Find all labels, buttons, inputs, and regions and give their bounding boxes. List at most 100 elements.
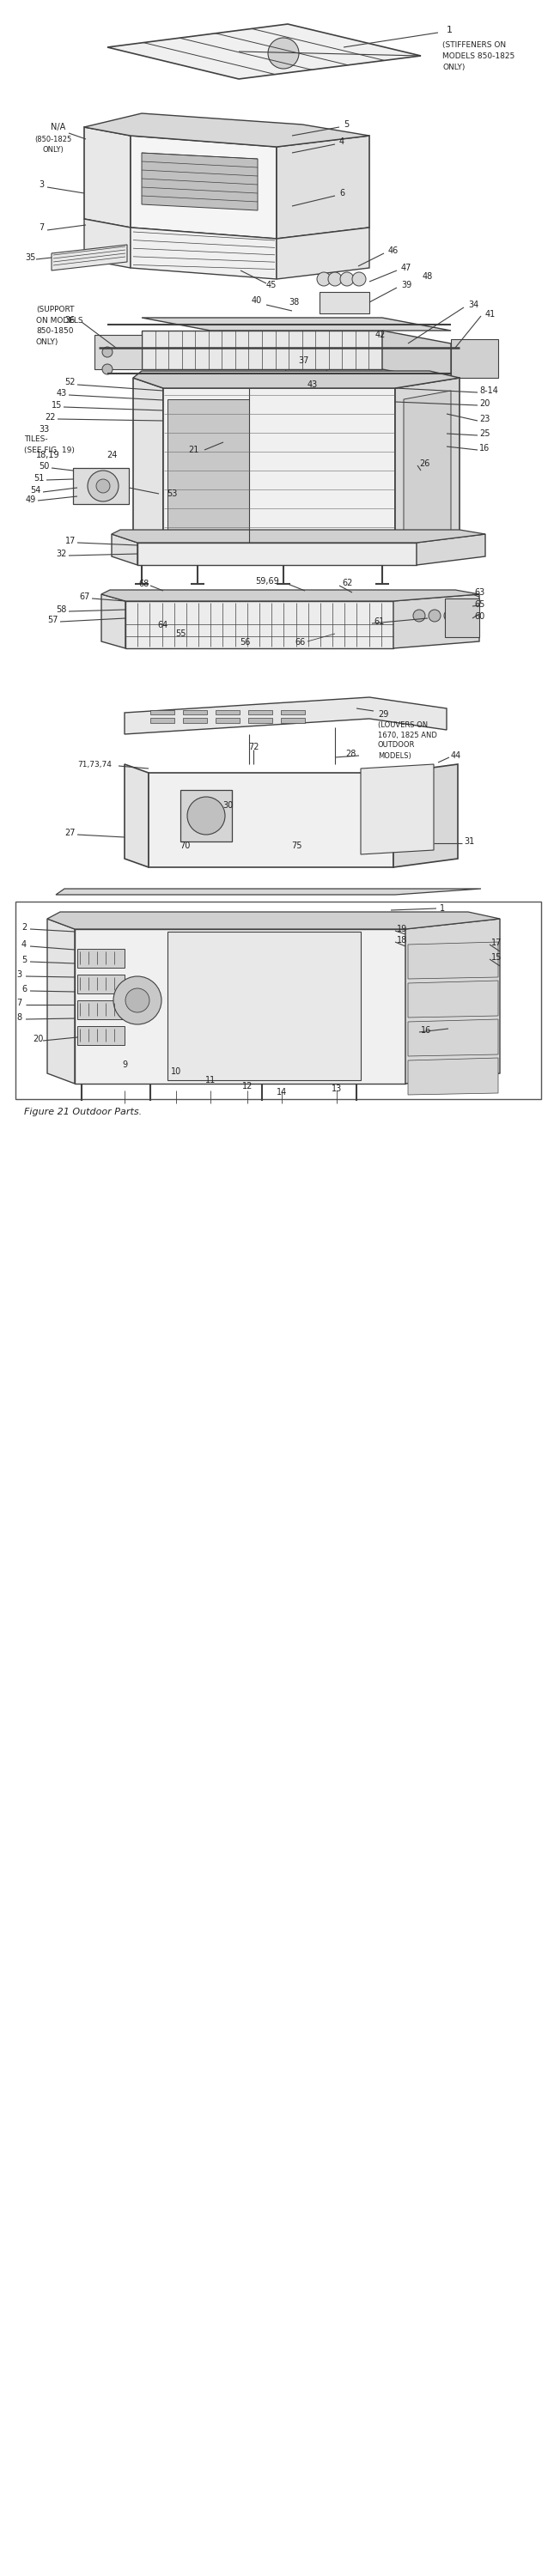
FancyBboxPatch shape [150,711,175,714]
Polygon shape [47,912,500,930]
Circle shape [102,363,112,374]
FancyBboxPatch shape [216,711,240,714]
Polygon shape [445,598,479,636]
Text: 21: 21 [188,446,198,453]
Text: 18,19: 18,19 [36,451,60,459]
Text: ONLY): ONLY) [442,64,465,72]
Polygon shape [133,379,163,544]
Polygon shape [84,113,370,147]
Text: 36: 36 [65,317,75,325]
Text: 20: 20 [479,399,490,407]
Text: 5: 5 [343,121,349,129]
Text: 12: 12 [242,1082,253,1090]
Text: 37: 37 [299,355,309,366]
Text: 3: 3 [16,971,22,979]
FancyBboxPatch shape [183,719,207,724]
Text: 24: 24 [106,451,117,459]
Polygon shape [408,1020,498,1056]
Circle shape [268,39,299,70]
Polygon shape [276,227,370,278]
FancyBboxPatch shape [281,711,305,714]
Text: 1: 1 [447,26,453,33]
Text: 1: 1 [440,904,445,912]
Text: 47: 47 [401,263,412,273]
Polygon shape [84,126,131,227]
Text: 6: 6 [339,188,345,198]
Text: 50: 50 [39,461,50,471]
FancyBboxPatch shape [150,719,175,724]
Text: 64: 64 [158,621,168,629]
Polygon shape [142,317,451,330]
Polygon shape [408,1059,498,1095]
Text: 49: 49 [25,495,36,505]
Text: 63: 63 [474,587,485,598]
Polygon shape [142,152,258,211]
Text: 13: 13 [331,1084,342,1092]
Text: MODELS): MODELS) [378,752,411,760]
Circle shape [187,796,225,835]
Text: 4: 4 [339,137,345,147]
Text: N/A: N/A [51,124,66,131]
Text: 45: 45 [266,281,277,289]
Polygon shape [163,389,395,544]
Polygon shape [408,943,498,979]
Text: 70: 70 [179,842,190,850]
Polygon shape [393,765,458,868]
Text: 60: 60 [474,613,485,621]
Text: 58: 58 [57,605,67,613]
Text: 11: 11 [205,1077,216,1084]
Polygon shape [142,330,382,368]
Text: 35: 35 [25,252,35,263]
FancyBboxPatch shape [320,291,370,314]
Text: 19: 19 [397,925,407,933]
Text: 2: 2 [22,922,27,933]
Polygon shape [78,999,125,1020]
Text: 48: 48 [423,273,433,281]
Text: 33: 33 [39,425,50,433]
Polygon shape [75,930,406,1084]
Polygon shape [131,227,276,278]
Text: 10: 10 [171,1066,181,1077]
Text: 4: 4 [22,940,27,948]
Text: 31: 31 [464,837,474,845]
Polygon shape [395,379,459,544]
Text: 66: 66 [295,639,306,647]
Circle shape [88,471,119,502]
Text: 46: 46 [388,247,399,255]
Polygon shape [112,533,137,564]
Circle shape [444,611,456,621]
Text: 3: 3 [39,180,44,188]
Text: 8-14: 8-14 [479,386,498,394]
Text: 8: 8 [16,1012,22,1023]
Text: 25: 25 [479,430,490,438]
Text: Figure 21 Outdoor Parts.: Figure 21 Outdoor Parts. [24,1108,142,1115]
Text: 51: 51 [34,474,45,482]
Polygon shape [101,595,125,649]
Circle shape [340,273,354,286]
Text: 30: 30 [222,801,233,809]
Text: 17: 17 [65,536,75,546]
Text: 5: 5 [22,956,27,963]
Polygon shape [125,600,393,649]
Text: 15: 15 [51,402,62,410]
Text: 38: 38 [289,299,299,307]
Text: 53: 53 [166,489,177,497]
Polygon shape [393,595,479,649]
Text: 34: 34 [468,301,479,309]
Text: 15: 15 [491,953,502,961]
Text: 72: 72 [248,742,259,752]
Polygon shape [78,1025,125,1046]
Text: 61: 61 [373,618,384,626]
Polygon shape [361,765,434,855]
Text: 57: 57 [48,616,58,623]
Text: ONLY): ONLY) [43,144,64,155]
Text: 23: 23 [479,415,490,422]
Text: 65: 65 [474,600,485,608]
Text: 7: 7 [39,224,44,232]
Text: MODELS 850-1825: MODELS 850-1825 [442,52,515,59]
Circle shape [328,273,342,286]
Polygon shape [95,335,142,368]
Polygon shape [137,544,417,564]
Circle shape [317,273,331,286]
Text: 1670, 1825 AND: 1670, 1825 AND [378,732,437,739]
